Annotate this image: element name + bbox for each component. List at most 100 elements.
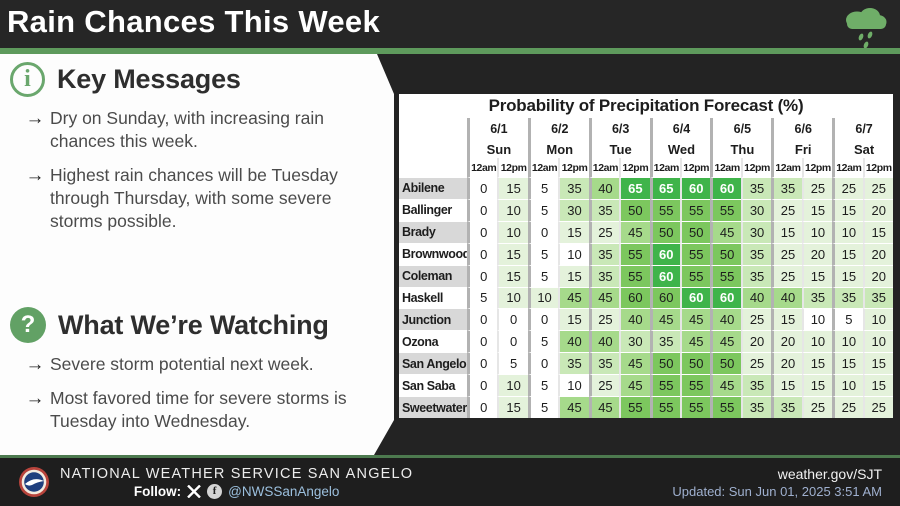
- pop-cell: 10: [497, 374, 528, 397]
- city-label: Sweetwater: [399, 396, 467, 418]
- pop-cell: 45: [619, 374, 650, 397]
- pop-cell: 35: [558, 352, 589, 375]
- pop-cell: 15: [832, 352, 863, 375]
- pop-cell: 15: [771, 308, 802, 331]
- key-message-item: → Dry on Sunday, with increasing rain ch…: [10, 107, 382, 153]
- date-header: 6/7: [832, 118, 893, 140]
- pop-cell: 45: [710, 374, 741, 397]
- corner-cell: [399, 118, 467, 140]
- pop-cell: 20: [862, 198, 893, 221]
- pop-cell: 25: [862, 396, 893, 418]
- pop-cell: 10: [558, 242, 589, 265]
- pop-cell: 50: [680, 352, 711, 375]
- city-label: San Saba: [399, 374, 467, 396]
- time-header: 12am: [588, 158, 619, 177]
- day-header: Thu: [710, 140, 771, 158]
- website-url: weather.gov/SJT: [777, 465, 882, 482]
- city-label: Brady: [399, 220, 467, 243]
- watching-item: → Severe storm potential next week.: [10, 353, 382, 376]
- pop-cell: 60: [680, 286, 711, 309]
- pop-cell: 50: [710, 242, 741, 265]
- pop-cell: 0: [527, 352, 559, 375]
- pop-cell: 10: [527, 286, 559, 309]
- pop-cell: 35: [649, 330, 680, 353]
- time-header: 12am: [467, 158, 497, 177]
- pop-cell: 5: [832, 308, 863, 331]
- time-header: 12am: [832, 158, 862, 177]
- pop-cell: 0: [467, 352, 498, 375]
- pop-cell: 10: [801, 330, 833, 353]
- pop-cell: 15: [801, 352, 833, 375]
- city-label: Brownwood: [399, 242, 470, 265]
- pop-cell: 25: [801, 396, 833, 418]
- pop-cell: 30: [558, 198, 589, 221]
- time-header: 12pm: [801, 158, 832, 177]
- pop-cell: 10: [801, 308, 833, 331]
- pop-cell: 15: [801, 264, 833, 287]
- pop-cell: 10: [832, 330, 863, 353]
- pop-cell: 50: [680, 220, 711, 243]
- day-header: Wed: [649, 140, 711, 158]
- pop-cell: 5: [527, 242, 559, 265]
- pop-cell: 35: [588, 198, 620, 221]
- pop-cell: 15: [497, 177, 528, 199]
- corner-cell: [399, 140, 467, 158]
- time-header: 12pm: [558, 158, 588, 177]
- question-icon: ?: [10, 307, 46, 343]
- pop-cell: 35: [588, 242, 620, 265]
- pop-cell: 5: [497, 352, 528, 375]
- pop-cell: 25: [740, 352, 772, 375]
- pop-cell: 40: [771, 286, 802, 309]
- pop-cell: 5: [527, 177, 559, 199]
- pop-cell: 60: [649, 242, 680, 265]
- pop-cell: 25: [801, 177, 833, 199]
- pop-cell: 65: [619, 177, 650, 199]
- key-messages-heading: Key Messages: [57, 63, 241, 94]
- pop-cell: 55: [649, 374, 680, 397]
- pop-cell: 30: [619, 330, 650, 353]
- pop-cell: 60: [710, 177, 741, 199]
- pop-cell: 55: [619, 242, 650, 265]
- pop-cell: 45: [619, 352, 650, 375]
- pop-cell: 15: [497, 396, 528, 418]
- rain-cloud-icon: [846, 8, 887, 49]
- pop-cell: 10: [862, 330, 893, 353]
- pop-cell: 25: [771, 198, 802, 221]
- day-header: Sat: [832, 140, 893, 158]
- pop-cell: 5: [527, 198, 559, 221]
- pop-cell: 55: [619, 396, 650, 418]
- time-header: 12pm: [680, 158, 710, 177]
- pop-cell: 0: [497, 308, 528, 331]
- pop-cell: 50: [649, 352, 680, 375]
- pop-cell: 60: [649, 264, 680, 287]
- date-header: 6/4: [649, 118, 711, 140]
- pop-cell: 25: [588, 308, 620, 331]
- pop-cell: 10: [497, 198, 528, 221]
- pop-cell: 55: [649, 396, 680, 418]
- updated-timestamp: Updated: Sun Jun 01, 2025 3:51 AM: [672, 483, 882, 499]
- pop-cell: 25: [832, 177, 863, 199]
- bullet-text: Most favored time for severe storms is T…: [50, 388, 347, 431]
- pop-cell: 10: [832, 220, 863, 243]
- pop-cell: 35: [740, 264, 772, 287]
- follow-label: Follow:: [133, 483, 182, 499]
- time-header: 12pm: [862, 158, 893, 177]
- pop-cell: 45: [710, 220, 741, 243]
- pop-cell: 15: [497, 242, 528, 265]
- day-header: Mon: [527, 140, 589, 158]
- pop-cell: 45: [680, 308, 711, 331]
- pop-cell: 15: [832, 264, 863, 287]
- pop-cell: 15: [862, 352, 893, 375]
- city-label: Coleman: [399, 264, 467, 287]
- day-header: Tue: [588, 140, 650, 158]
- footer: NATIONAL WEATHER SERVICE SAN ANGELO Foll…: [0, 455, 900, 506]
- pop-cell: 35: [588, 264, 620, 287]
- pop-cell: 0: [467, 330, 498, 353]
- pop-forecast-table: Probability of Precipitation Forecast (%…: [399, 94, 893, 418]
- pop-cell: 30: [740, 220, 772, 243]
- pop-cell: 20: [740, 330, 772, 353]
- city-label: Abilene: [399, 177, 467, 199]
- pop-cell: 20: [862, 242, 893, 265]
- info-icon: i: [10, 61, 45, 97]
- pop-cell: 25: [771, 264, 802, 287]
